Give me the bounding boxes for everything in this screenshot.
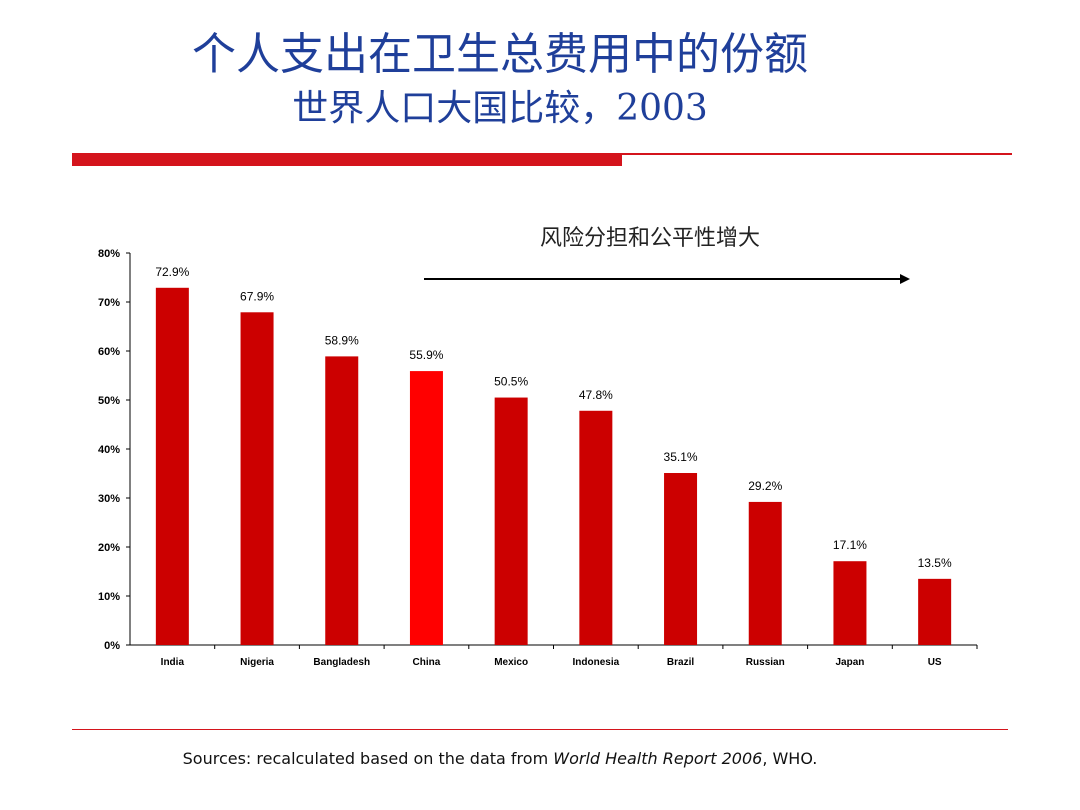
source-suffix: , WHO.: [762, 749, 818, 768]
bar-chart: 0% 10% 20% 30% 40% 50% 60% 70% 80% India Nigeria Ba…: [98, 248, 978, 668]
title-rule-thick: [72, 153, 622, 166]
y-tick-label: 50%: [98, 395, 120, 407]
source-report: World Health Report 2006: [553, 749, 763, 768]
x-tick-label: Russian: [746, 657, 785, 668]
x-tick-label: Indonesia: [573, 657, 620, 668]
bar-data-label: 55.9%: [409, 348, 443, 362]
page-title: 个人支出在卫生总费用中的份额: [192, 29, 808, 80]
x-tick-label: India: [161, 657, 185, 668]
y-tick-label: 20%: [98, 542, 120, 554]
y-tick-label: 0%: [104, 640, 120, 652]
bar: [494, 397, 528, 645]
x-tick-label: China: [413, 657, 441, 668]
bar: [833, 561, 867, 645]
bar-data-label: 13.5%: [918, 556, 952, 570]
y-tick-label: 80%: [98, 248, 120, 260]
bar-data-label: 35.1%: [664, 450, 698, 464]
x-tick-label: Mexico: [494, 657, 528, 668]
bar-data-label: 17.1%: [833, 538, 867, 552]
bar: [664, 473, 698, 645]
arrow-right-icon: [900, 274, 910, 284]
trend-annotation: 风险分担和公平性增大: [539, 226, 760, 251]
footer-rule: [72, 729, 1008, 730]
y-tick-label: 30%: [98, 493, 120, 505]
x-tick-label: Brazil: [667, 657, 694, 668]
bar-data-label: 29.2%: [748, 479, 782, 493]
bar-data-label: 50.5%: [494, 375, 528, 389]
bar: [240, 312, 274, 645]
y-tick-label: 40%: [98, 444, 120, 456]
bar: [748, 501, 782, 645]
page-subtitle: 世界人口大国比较，2003: [292, 88, 708, 129]
bar-data-label: 72.9%: [155, 265, 189, 279]
bar: [325, 356, 359, 645]
x-tick-label: Japan: [835, 657, 864, 668]
chart-bars: 72.9% 67.9% 58.9% 55.9% 50.5% 47.8% 35.1% 29.2%…: [155, 265, 952, 645]
y-tick-label: 10%: [98, 591, 120, 603]
bar-data-label: 67.9%: [240, 289, 274, 303]
y-tick-label: 70%: [98, 297, 120, 309]
bar-data-label: 47.8%: [579, 388, 613, 402]
trend-arrow-line: [424, 278, 902, 280]
bar: [918, 578, 952, 645]
bar-data-label: 58.9%: [325, 333, 359, 347]
x-tick-label: Bangladesh: [313, 657, 370, 668]
x-tick-label: US: [928, 657, 942, 668]
bar: [579, 410, 613, 645]
bar: [155, 287, 189, 645]
title-rule-thin: [622, 153, 1012, 155]
y-tick-label: 60%: [98, 346, 120, 358]
x-tick-label: Nigeria: [240, 657, 274, 668]
source-prefix: Sources: recalculated based on the data …: [182, 749, 554, 768]
source-note: Sources: recalculated based on the data …: [0, 749, 1000, 768]
bar: [409, 371, 443, 645]
